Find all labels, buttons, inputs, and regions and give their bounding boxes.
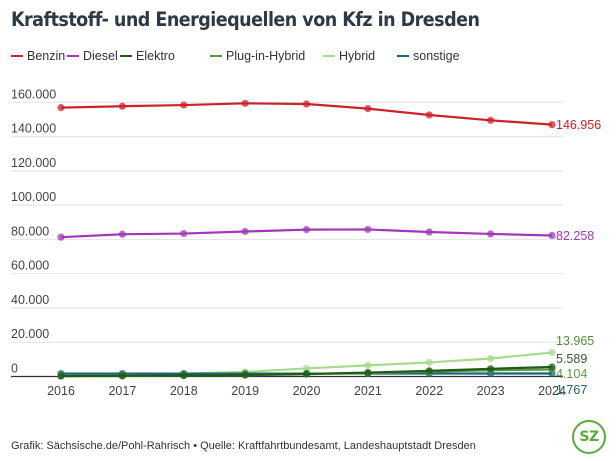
legend-item-sonstige[interactable]: sonstige — [397, 48, 460, 64]
end-label-elektro: 5.589 — [556, 352, 587, 366]
data-point[interactable] — [180, 229, 188, 238]
y-tick-label: 100.000 — [11, 190, 56, 204]
x-axis-tick-labels: 2016 2017 2018 2019 2020 2021 2022 2023 2024 — [47, 384, 566, 398]
sz-logo-text: SZ — [579, 429, 599, 445]
end-label-plug-in-hybrid: 4.104 — [556, 367, 587, 381]
data-point[interactable] — [118, 230, 126, 238]
y-tick-label: 60.000 — [11, 259, 49, 273]
chart-title: Kraftstoff- und Energiequellen von Kfz i… — [11, 8, 480, 31]
x-tick-label: 2021 — [354, 384, 382, 398]
legend-label: Benzin — [27, 49, 66, 63]
x-tick-label: 2018 — [170, 384, 198, 398]
legend-item-hybrid[interactable]: Hybrid — [323, 48, 375, 64]
x-tick-label: 2022 — [415, 384, 443, 398]
y-tick-label: 40.000 — [11, 293, 49, 307]
series-benzin — [57, 99, 556, 129]
legend-label: Plug-in-Hybrid — [226, 49, 306, 63]
x-tick-label: 2023 — [477, 384, 505, 398]
data-point[interactable] — [241, 371, 249, 379]
data-point[interactable] — [302, 100, 311, 108]
data-point[interactable] — [118, 372, 126, 380]
legend-swatch-elektro — [120, 55, 132, 57]
x-tick-label: 2024 — [538, 384, 566, 398]
y-tick-label: 0 — [11, 362, 18, 376]
series-elektro — [57, 363, 556, 380]
end-label-sonstige: 1.767 — [556, 383, 587, 397]
data-point[interactable] — [302, 226, 311, 234]
legend-label: sonstige — [413, 49, 460, 63]
data-point[interactable] — [487, 230, 495, 238]
legend-label: Hybrid — [339, 49, 376, 63]
data-point[interactable] — [425, 358, 433, 367]
y-tick-label: 140.000 — [11, 122, 56, 136]
source-credit: Grafik: Sächsische.de/Pohl-Rahrisch • Qu… — [11, 440, 476, 452]
data-point[interactable] — [364, 368, 372, 377]
data-point[interactable] — [364, 105, 372, 113]
data-point[interactable] — [548, 363, 556, 371]
data-point[interactable] — [118, 102, 126, 110]
end-label-hybrid: 13.965 — [556, 334, 594, 348]
x-tick-label: 2017 — [108, 384, 136, 398]
data-point[interactable] — [364, 225, 372, 234]
legend-label: Diesel — [83, 49, 118, 63]
data-point[interactable] — [57, 104, 65, 112]
sz-logo[interactable]: SZ — [572, 420, 606, 454]
data-point[interactable] — [302, 364, 311, 373]
legend-item-diesel[interactable]: Diesel — [67, 48, 118, 64]
data-point[interactable] — [548, 121, 556, 129]
x-tick-label: 2016 — [47, 384, 75, 398]
legend-item-plug-in-hybrid[interactable]: Plug-in-Hybrid — [210, 48, 305, 64]
legend-swatch-hybrid — [323, 55, 335, 57]
x-tick-label: 2020 — [293, 384, 321, 398]
end-label-diesel: 82.258 — [556, 229, 594, 243]
x-tick-label: 2019 — [231, 384, 259, 398]
data-point[interactable] — [487, 365, 495, 373]
legend-label: Elektro — [136, 49, 175, 63]
data-point[interactable] — [548, 231, 556, 240]
data-point[interactable] — [57, 372, 65, 380]
legend-item-benzin[interactable]: Benzin — [11, 48, 65, 64]
data-point[interactable] — [302, 370, 311, 378]
data-point[interactable] — [425, 367, 433, 375]
y-tick-label: 120.000 — [11, 156, 56, 170]
y-tick-label: 160.000 — [11, 87, 56, 101]
data-point[interactable] — [364, 361, 372, 369]
data-point[interactable] — [241, 227, 249, 236]
y-tick-label: 20.000 — [11, 327, 49, 341]
y-axis-tick-labels: 0 20.000 40.000 60.000 80.000 100.000 120.000 1… — [11, 87, 56, 375]
series-diesel — [57, 225, 556, 241]
data-point[interactable] — [180, 371, 188, 380]
legend-item-elektro[interactable]: Elektro — [120, 48, 175, 64]
data-point[interactable] — [241, 99, 249, 107]
data-point[interactable] — [487, 116, 495, 124]
data-point[interactable] — [180, 101, 188, 109]
data-point[interactable] — [425, 111, 433, 119]
data-point[interactable] — [548, 348, 556, 357]
legend-swatch-diesel — [67, 55, 79, 57]
legend-swatch-sonstige — [397, 55, 409, 57]
legend-swatch-plug-in-hybrid — [210, 55, 222, 57]
data-point[interactable] — [57, 233, 65, 241]
series-lines — [57, 99, 556, 380]
end-label-benzin: 146.956 — [556, 118, 601, 132]
legend-swatch-benzin — [11, 55, 23, 57]
data-point[interactable] — [425, 228, 433, 236]
gridlines — [11, 101, 563, 378]
data-point[interactable] — [487, 354, 495, 363]
y-tick-label: 80.000 — [11, 224, 49, 238]
